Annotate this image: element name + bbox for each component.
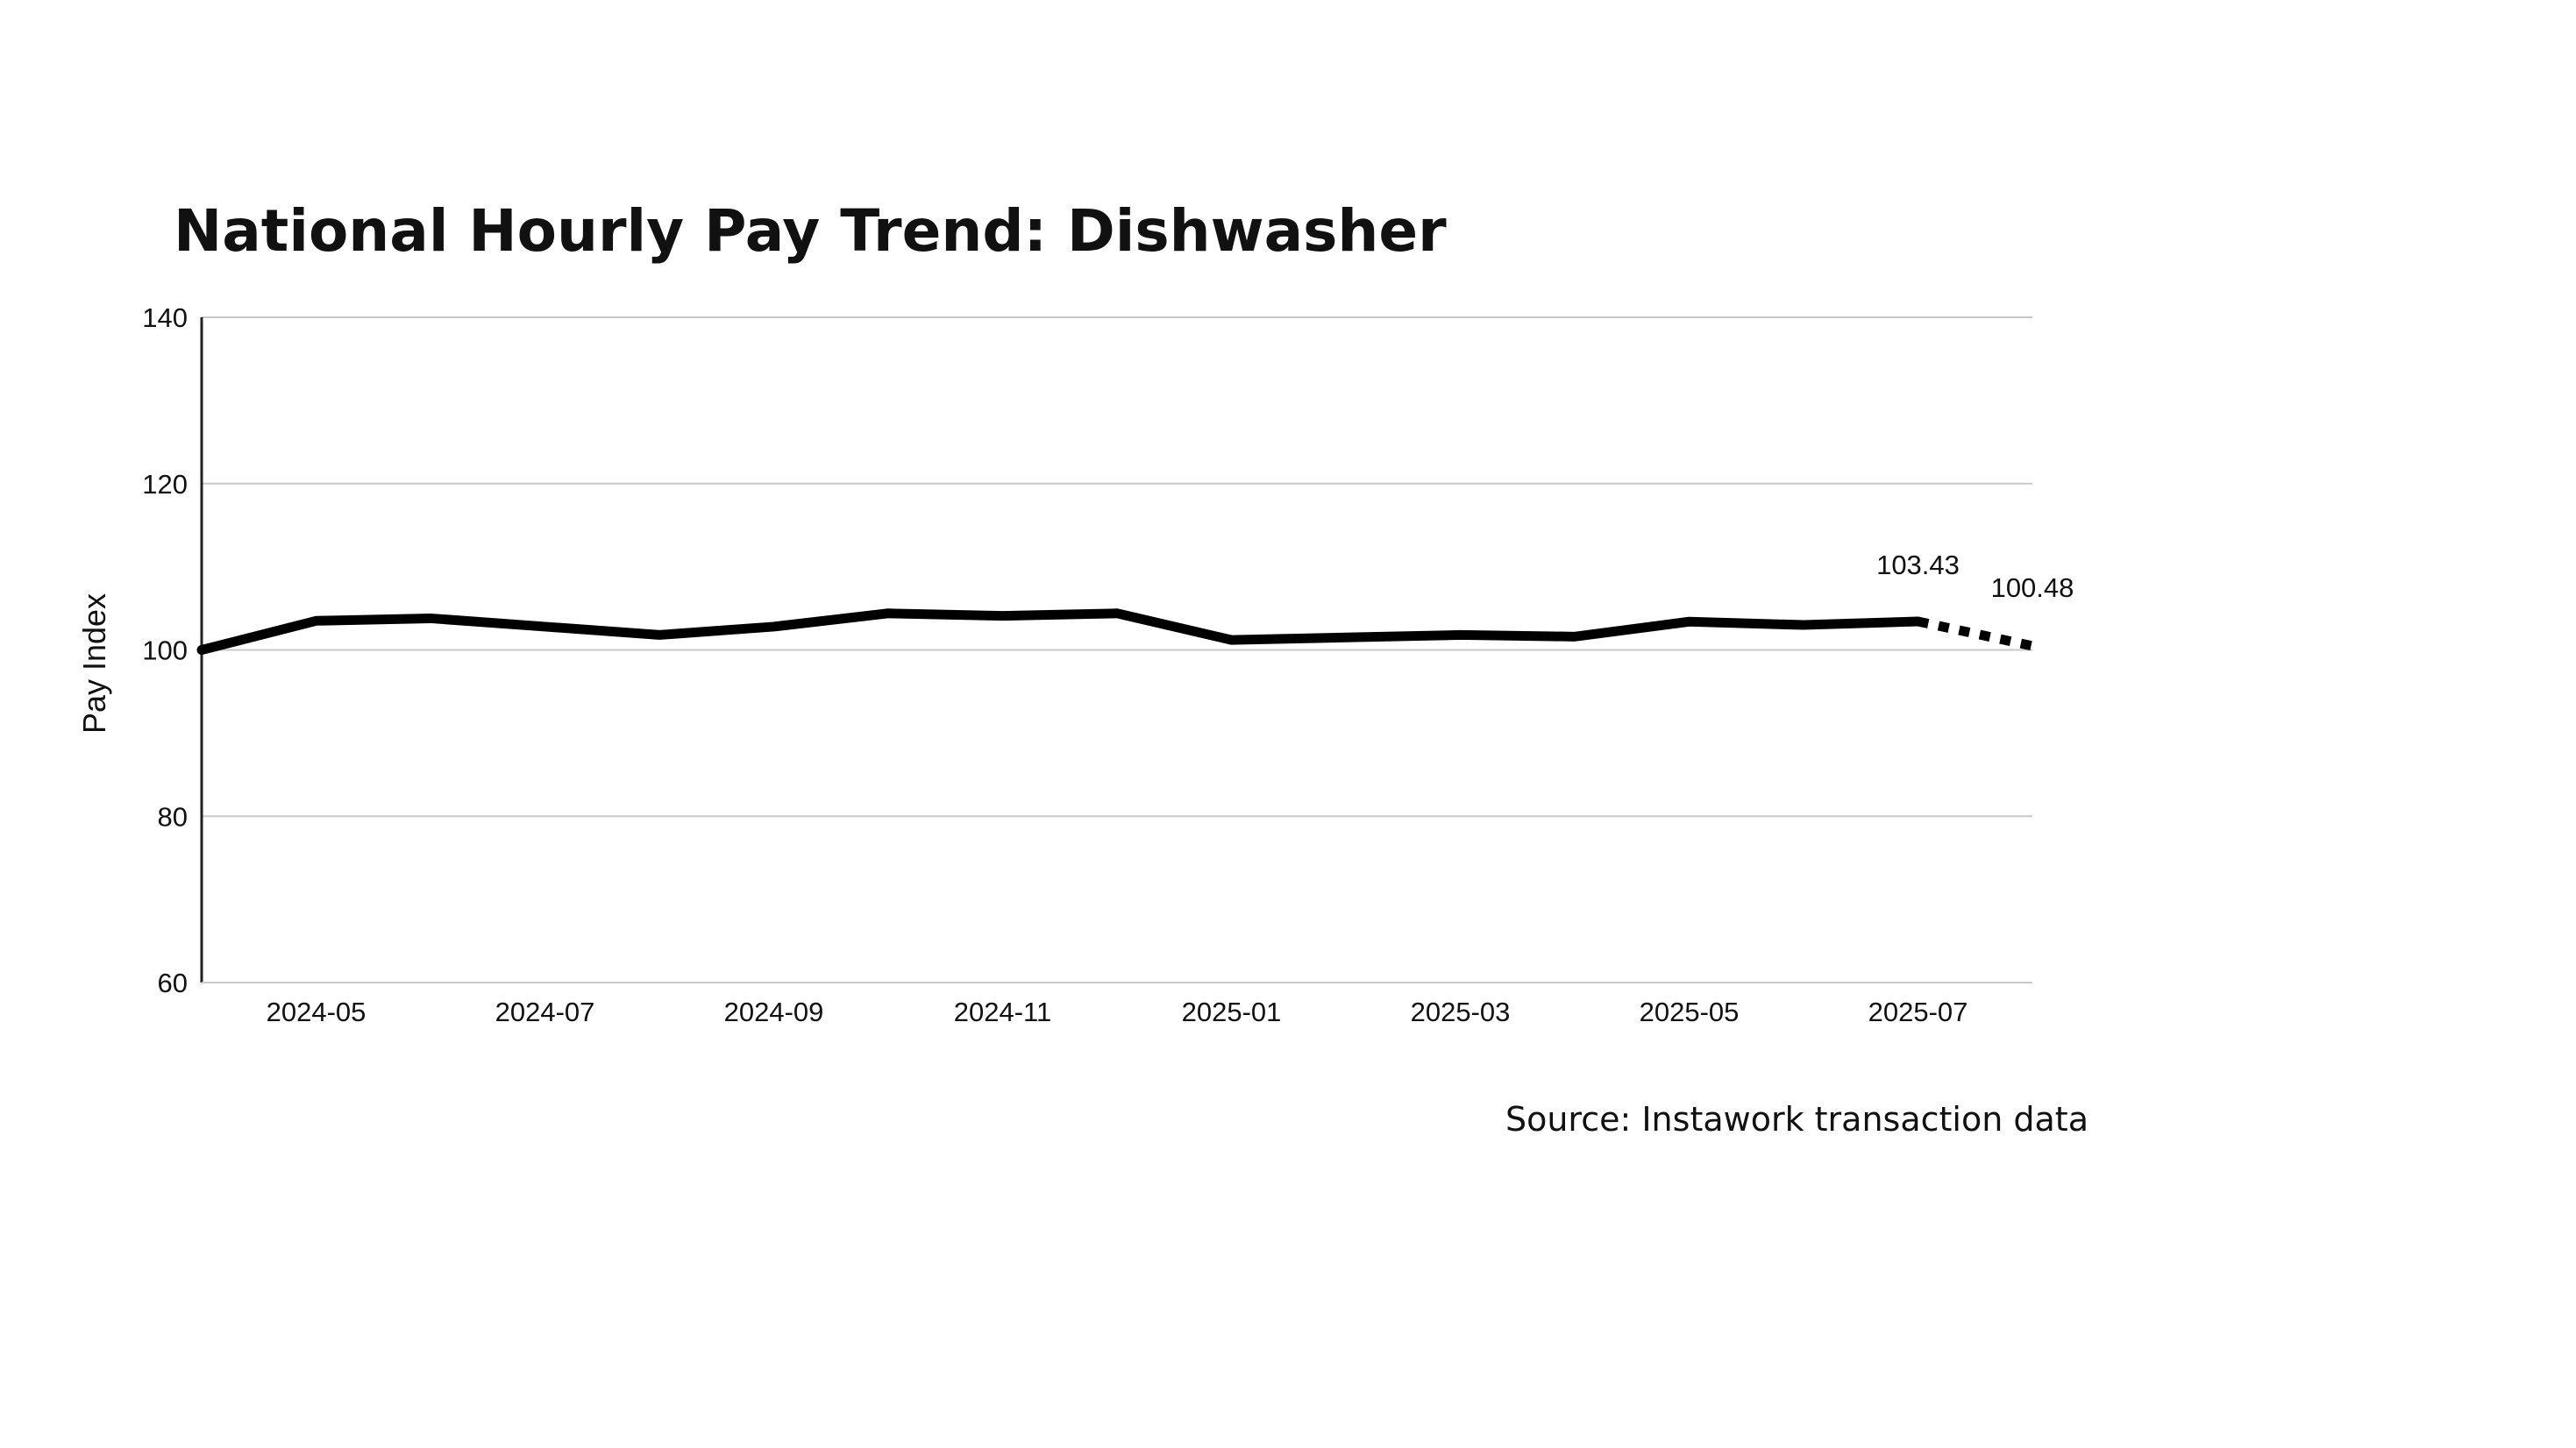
y-tick-label: 60 [158,968,188,998]
x-tick-labels: 2024-05 2024-07 2024-09 2024-11 2025-01 2025-… [267,997,1968,1027]
gridlines [202,316,2032,818]
x-tick-label: 2025-05 [1640,997,1740,1027]
y-tick-label: 120 [142,469,188,500]
y-axis-label: Pay Index [76,593,112,734]
y-tick-labels: 60 80 100 120 140 [142,302,188,998]
data-label: 103.43 [1876,550,1960,580]
data-labels: 103.43 100.48 [1876,550,2074,603]
data-label: 100.48 [1991,572,2074,603]
source-note: Source: Instawork transaction data [1505,1100,2089,1139]
x-tick-label: 2024-07 [495,997,595,1027]
series-line-solid [196,608,1923,655]
x-tick-label: 2025-01 [1182,997,1282,1027]
x-tick-label: 2024-11 [954,997,1051,1027]
series-lines [196,608,2034,655]
x-tick-label: 2024-05 [267,997,366,1027]
x-tick-label: 2024-09 [724,997,824,1027]
x-tick-label: 2025-03 [1411,997,1511,1027]
x-tick-label: 2025-07 [1868,997,1968,1027]
y-tick-label: 80 [158,801,188,832]
y-tick-label: 100 [142,635,188,666]
y-tick-label: 140 [142,302,188,333]
chart-title: National Hourly Pay Trend: Dishwasher [174,197,1447,265]
series-line-projection [1917,616,2034,651]
